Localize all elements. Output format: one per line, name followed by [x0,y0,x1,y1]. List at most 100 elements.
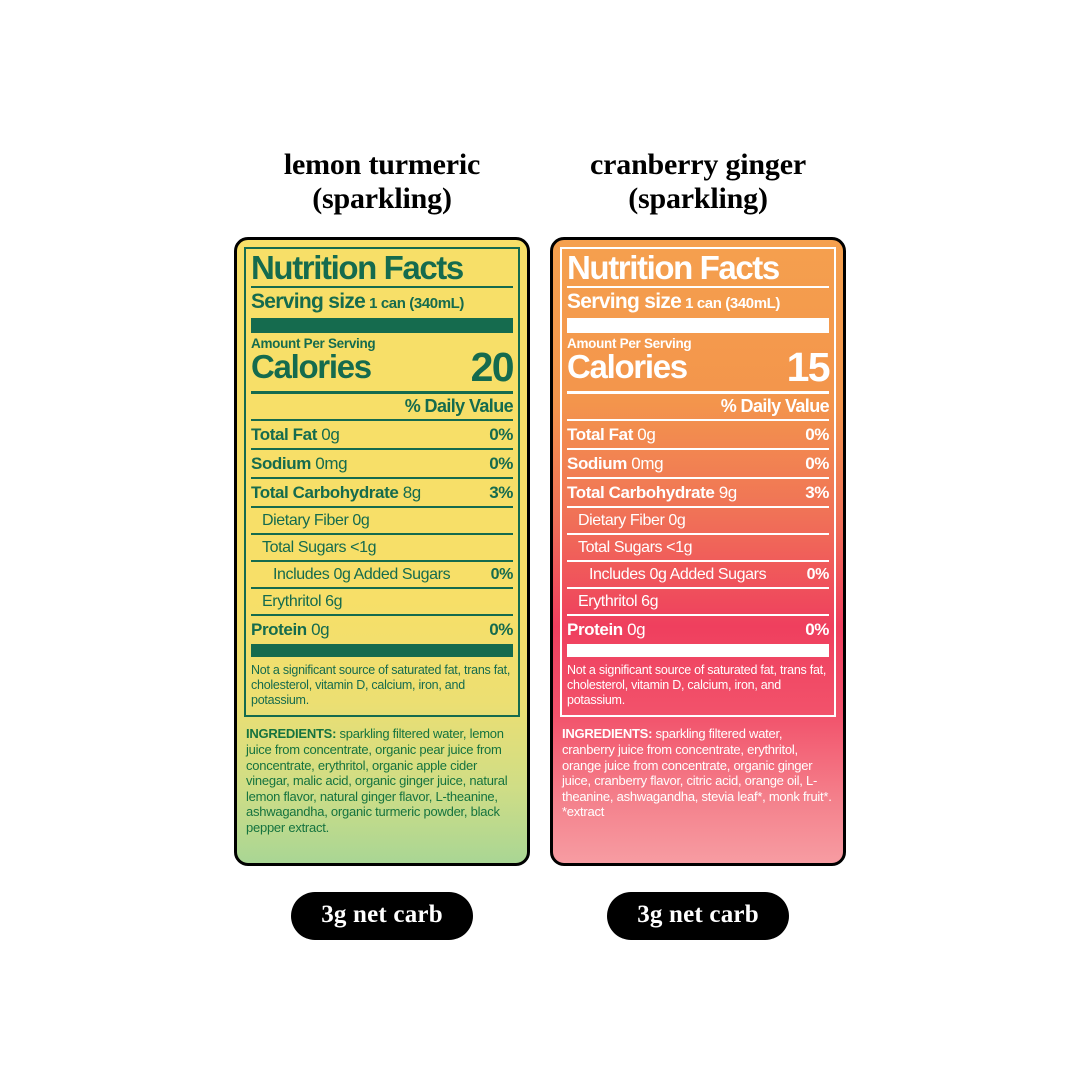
nutrition-label: Nutrition Facts Serving size 1 can (340mL)… [550,237,846,867]
nutrient-name: Erythritol 6g [262,593,343,611]
product-subtitle: (sparkling) [312,181,452,215]
row-rule [251,614,513,617]
nutrient-daily-value: 0% [489,454,513,474]
nutrient-name: Total Carbohydrate 9g [567,483,737,503]
calories-value: 20 [470,344,515,391]
row-rule [567,506,829,509]
nutrient-name: Sodium 0mg [567,454,664,474]
ingredients-label: INGREDIENTS: [562,726,653,742]
nutrient-name: Protein 0g [567,620,646,640]
product-title: lemon turmeric (sparkling) [284,148,480,215]
nutrient-row: Total Fat 0g 0% [251,423,513,446]
nutrient-row: Total Fat 0g 0% [567,423,829,446]
product-title: cranberry ginger (sparkling) [590,148,806,215]
ingredients-label: INGREDIENTS: [246,726,337,742]
thick-separator-bar [251,318,513,334]
amount-per-serving-label: Amount Per Serving [251,336,376,352]
row-rule [567,448,829,451]
serving-size-value: 1 can (340mL) [369,295,464,313]
nutrition-facts-box: Nutrition Facts Serving size 1 can (340mL)… [244,247,520,718]
nutrient-name: Dietary Fiber 0g [578,512,686,530]
row-rule [251,587,513,590]
calories-label: Calories [567,348,688,386]
nutrient-row: Erythritol 6g [251,591,513,612]
nutrient-name: Includes 0g Added Sugars [273,566,451,584]
nutrition-footnote: Not a significant source of saturated fa… [251,663,511,707]
nutrient-row: Total Sugars <1g [251,537,513,558]
net-carb-badge: 3g net carb [607,892,789,941]
nutrient-daily-value: 0% [489,620,513,640]
nutrient-row: Includes 0g Added Sugars 0% [251,564,513,585]
row-rule [251,533,513,536]
serving-size-value: 1 can (340mL) [685,295,780,313]
nutrient-daily-value: 0% [490,566,514,584]
nutrient-name: Includes 0g Added Sugars [589,566,767,584]
nutrient-row: Sodium 0mg 0% [251,452,513,475]
nutrient-daily-value: 0% [805,620,829,640]
calories-row: Calories 20 [251,344,515,391]
nutrition-facts-box: Nutrition Facts Serving size 1 can (340mL)… [560,247,836,718]
nutrient-name: Total Carbohydrate 8g [251,483,421,503]
daily-value-header: % Daily Value [720,396,830,417]
calories-value: 15 [786,344,831,391]
product-name: lemon turmeric [283,148,481,181]
rule-under-calories [567,391,829,395]
row-rule [251,506,513,509]
nutrient-row: Total Sugars <1g [567,537,829,558]
row-rule [251,477,513,480]
nutrient-name: Dietary Fiber 0g [262,512,370,530]
nutrient-row: Erythritol 6g [567,591,829,612]
nutrient-daily-value: 0% [489,425,513,445]
nutrient-daily-value: 0% [805,454,829,474]
nutrient-name: Total Fat 0g [251,425,340,445]
nutrient-daily-value: 0% [806,566,830,584]
product-column-red: cranberry ginger (sparkling) Nutrition Fac… [550,0,846,941]
row-rule [567,560,829,563]
nutrient-name: Total Fat 0g [567,425,656,445]
serving-size-row: Serving size 1 can (340mL) [251,290,513,314]
ingredients-section: INGREDIENTS: sparkling filtered water, c… [562,726,832,820]
amount-per-serving-label: Amount Per Serving [567,336,692,352]
daily-value-header: % Daily Value [404,396,514,417]
bottom-separator-bar [567,644,829,658]
nutrient-name: Total Sugars <1g [262,539,377,557]
row-rule [567,587,829,590]
nutrient-row: Dietary Fiber 0g [251,510,513,531]
nutrient-row: Protein 0g 0% [567,618,829,641]
net-carb-badge: 3g net carb [291,892,473,941]
product-columns: lemon turmeric (sparkling) Nutrition Facts… [234,0,846,941]
product-column-green: lemon turmeric (sparkling) Nutrition Facts… [234,0,530,941]
product-subtitle: (sparkling) [628,181,768,215]
calories-row: Calories 15 [567,344,831,391]
row-rule [567,533,829,536]
nutrition-label: Nutrition Facts Serving size 1 can (340mL)… [234,237,530,867]
thick-separator-bar [567,318,829,334]
nutrient-name: Erythritol 6g [578,593,659,611]
ingredients-section: INGREDIENTS: sparkling filtered water, l… [246,726,508,835]
product-name: cranberry ginger [590,148,806,181]
nutrition-facts-heading: Nutrition Facts [251,249,464,287]
nutrient-row: Dietary Fiber 0g [567,510,829,531]
nutrient-name: Protein 0g [251,620,330,640]
nutrient-daily-value: 3% [805,483,829,503]
nutrient-row: Total Carbohydrate 9g 3% [567,481,829,504]
row-rule [251,419,513,422]
calories-label: Calories [251,348,372,386]
row-rule [251,560,513,563]
row-rule [567,477,829,480]
row-rule [567,419,829,422]
nutrient-row: Sodium 0mg 0% [567,452,829,475]
bottom-separator-bar [251,644,513,658]
rule-under-heading [567,286,829,289]
row-rule [567,614,829,617]
rule-under-heading [251,286,513,289]
rule-under-calories [251,391,513,395]
nutrient-daily-value: 3% [489,483,513,503]
nutrient-daily-value: 0% [805,425,829,445]
nutrient-name: Total Sugars <1g [578,539,693,557]
nutrition-facts-heading: Nutrition Facts [567,249,780,287]
nutrient-row: Includes 0g Added Sugars 0% [567,564,829,585]
nutrient-name: Sodium 0mg [251,454,348,474]
nutrient-row: Total Carbohydrate 8g 3% [251,481,513,504]
